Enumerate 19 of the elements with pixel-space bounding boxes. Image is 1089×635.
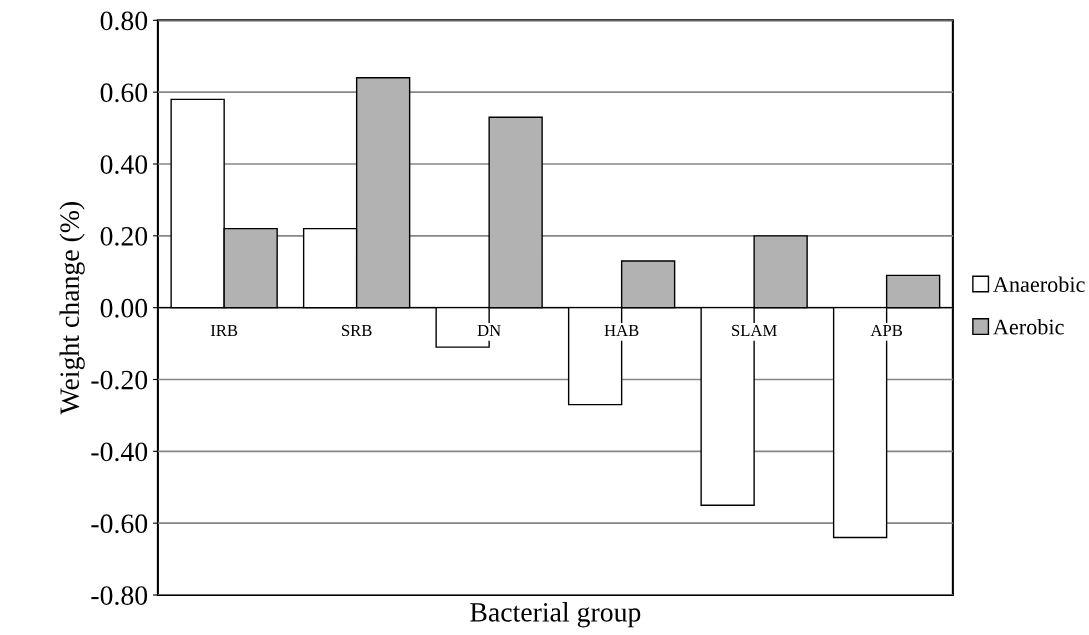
y-tick-label: -0.20	[91, 370, 148, 390]
x-tick-label: DN	[477, 324, 501, 336]
x-tick-label: HAB	[604, 324, 639, 336]
y-tick-label: 0.40	[100, 155, 148, 175]
x-tick-label: SLAM	[732, 324, 777, 337]
y-tick-label: 0.60	[100, 83, 148, 103]
y-tick-label: -0.80	[91, 586, 148, 606]
y-tick-label: 0.20	[100, 226, 148, 246]
y-tick-label: 0.00	[100, 298, 148, 318]
legend-label: Anaerobic	[993, 276, 1085, 293]
legend-label: Aerobic	[993, 318, 1064, 335]
x-tick-label: APB	[870, 324, 903, 336]
y-axis-title: Weight change (%)	[59, 202, 85, 415]
y-tick-label: 0.80	[100, 11, 148, 31]
y-tick-label: -0.40	[91, 442, 148, 462]
x-tick-label: SRB	[342, 324, 372, 337]
x-axis-title: Bacterial group	[470, 602, 641, 628]
x-tick-label: IRB	[210, 324, 238, 336]
y-tick-label: -0.60	[91, 514, 148, 534]
